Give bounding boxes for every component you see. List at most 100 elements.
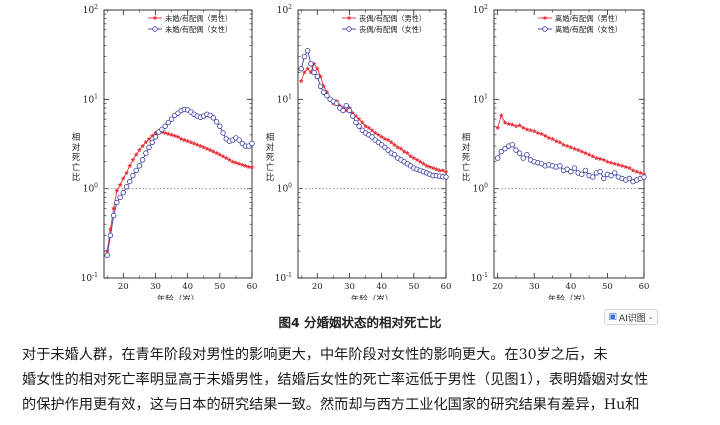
- data-point-circle: [590, 174, 596, 180]
- data-point-circle: [107, 232, 114, 239]
- series-line: [300, 62, 447, 173]
- legend-label: 未婚/有配偶（女性）: [165, 25, 232, 34]
- paragraph-line: 对于未婚人群，在青年阶段对男性的影响更大，中年阶段对女性的影响更大。在30岁之后…: [22, 347, 608, 363]
- data-point-star: [188, 139, 194, 145]
- data-point-circle: [571, 165, 578, 171]
- legend-marker-circle: [542, 26, 548, 32]
- data-point-star: [440, 167, 446, 173]
- data-point-circle: [304, 48, 311, 54]
- data-point-circle: [498, 148, 505, 155]
- ai-scan-icon: ▣: [608, 312, 617, 322]
- data-point-star: [178, 136, 184, 142]
- data-point-star: [223, 155, 229, 161]
- data-point-circle: [324, 92, 330, 99]
- data-point-star: [124, 170, 129, 176]
- data-point-star: [117, 182, 123, 188]
- x-axis-label: 年龄（岁）: [351, 294, 394, 300]
- y-tick-label: 102: [277, 4, 292, 16]
- y-axis-label: 相对死亡比: [462, 132, 471, 183]
- data-point-star: [130, 157, 136, 162]
- data-point-circle: [369, 134, 375, 140]
- data-point-star: [564, 143, 570, 149]
- y-tick-exponent: 2: [94, 4, 98, 11]
- data-point-star: [623, 164, 629, 170]
- x-tick-label: 30: [529, 282, 540, 292]
- data-point-circle: [568, 168, 574, 175]
- data-point-circle: [333, 100, 340, 107]
- data-point-star: [236, 161, 242, 166]
- data-point-star: [582, 150, 588, 156]
- data-point-star: [172, 133, 178, 138]
- y-tick-label: 10-1: [275, 272, 292, 284]
- chevron-down-icon: ⌄: [647, 313, 654, 321]
- y-axis-label-char: 死: [462, 153, 471, 163]
- data-point-star: [568, 144, 574, 150]
- data-point-star: [411, 155, 417, 161]
- data-point-star: [424, 163, 430, 168]
- data-point-circle: [385, 147, 391, 153]
- data-point-star: [382, 136, 388, 142]
- data-point-star: [528, 127, 534, 133]
- y-tick-label: 100: [473, 183, 488, 195]
- data-point-star: [502, 119, 508, 125]
- data-point-star: [314, 66, 320, 71]
- plot-frame: [297, 9, 447, 279]
- data-point-circle: [217, 123, 223, 129]
- data-point-circle: [143, 150, 149, 156]
- x-axis-label: 年龄（岁）: [157, 294, 200, 300]
- paragraph-line: 的保护作用更有效，这与日本的研究结果一致。然而却与西方工业化国家的研究结果有差异…: [22, 397, 640, 413]
- data-point-star: [169, 132, 175, 137]
- data-point-circle: [346, 107, 353, 114]
- data-point-circle: [249, 140, 255, 147]
- data-point-circle: [168, 116, 175, 122]
- y-tick-exponent: 0: [94, 183, 98, 190]
- data-point-circle: [159, 126, 165, 133]
- x-tick-label: 30: [344, 282, 355, 292]
- y-axis-label-char: 相: [266, 132, 275, 143]
- y-tick-label: 102: [473, 4, 488, 16]
- y-tick-label: 100: [277, 183, 292, 195]
- y-axis-label-char: 亡: [72, 162, 81, 173]
- data-point-star: [140, 143, 146, 149]
- data-point-star: [506, 121, 512, 127]
- data-point-circle: [601, 175, 607, 182]
- data-point-star: [366, 125, 372, 130]
- data-point-circle: [314, 73, 321, 80]
- data-point-star: [388, 139, 394, 145]
- data-point-circle: [127, 178, 133, 185]
- data-point-circle: [343, 102, 349, 109]
- y-axis-label-char: 死: [266, 153, 275, 163]
- data-point-star: [414, 157, 420, 162]
- data-point-star: [359, 119, 365, 125]
- data-point-star: [597, 156, 603, 162]
- y-tick-exponent: 0: [484, 183, 488, 190]
- data-point-circle: [597, 168, 603, 175]
- data-point-circle: [391, 152, 398, 158]
- data-point-star: [421, 161, 426, 166]
- data-point-circle: [340, 107, 346, 114]
- data-point-star: [579, 149, 585, 154]
- data-point-star: [535, 130, 541, 136]
- data-point-star: [626, 165, 632, 171]
- data-point-star: [437, 167, 443, 173]
- data-point-star: [546, 135, 552, 141]
- ai-image-recognition-button[interactable]: ▣ AI识图 ⌄: [604, 309, 658, 325]
- x-tick-label: 60: [247, 282, 258, 292]
- x-tick-label: 50: [408, 282, 419, 292]
- data-point-circle: [308, 61, 314, 67]
- data-point-circle: [321, 89, 327, 95]
- data-point-circle: [220, 130, 226, 136]
- y-axis-label-char: 对: [72, 142, 81, 153]
- series-line: [300, 49, 447, 178]
- data-point-circle: [298, 66, 304, 72]
- data-point-star: [372, 130, 378, 136]
- data-point-star: [301, 69, 307, 75]
- data-point-star: [114, 188, 120, 193]
- data-point-star: [443, 169, 449, 174]
- data-point-star: [153, 130, 158, 136]
- figure-caption: 图4 分婚姻状态的相对死亡比: [278, 315, 442, 330]
- data-point-star: [520, 125, 526, 130]
- data-point-star: [165, 131, 171, 137]
- data-point-circle: [317, 83, 324, 89]
